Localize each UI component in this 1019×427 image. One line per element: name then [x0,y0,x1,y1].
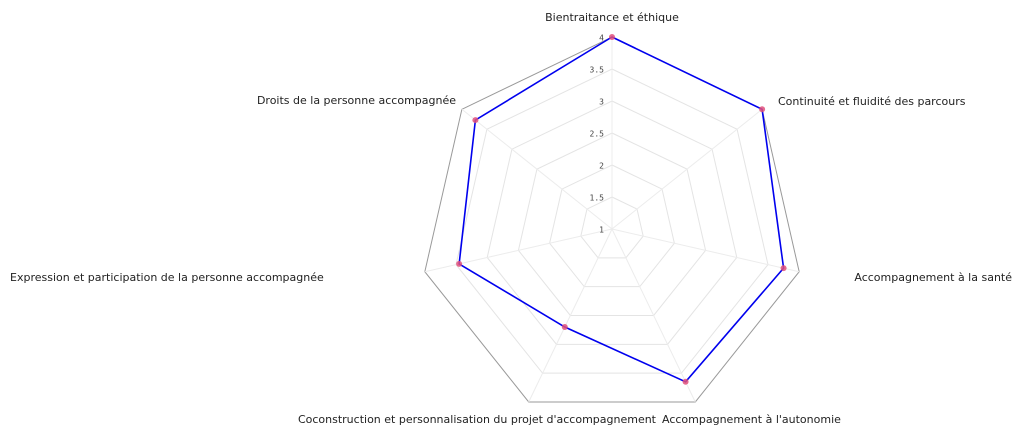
category-label: Coconstruction et personnalisation du pr… [298,413,657,426]
grid-ring [424,36,800,403]
data-point [780,265,787,272]
data-point [682,378,689,385]
spoke [611,108,763,230]
category-label: Accompagnement à l'autonomie [662,413,841,426]
r-tick-label: 1 [599,226,604,235]
spoke [611,228,800,273]
series-line [458,36,785,383]
r-tick-label: 3.5 [590,66,605,75]
r-tick-label: 2 [599,162,604,171]
r-tick-label: 3 [599,98,604,107]
data-point [609,34,615,40]
r-tick-label: 2.5 [590,130,605,139]
r-tick-label: 4 [599,34,604,43]
grid-ring [517,132,707,316]
spoke [461,108,613,230]
category-label: Expression et participation de la person… [10,271,324,284]
grid-ring [486,100,738,345]
spoke [528,228,613,403]
data-point [561,324,568,331]
category-label: Continuité et fluidité des parcours [778,95,966,108]
grid-ring [580,196,644,259]
spoke [611,228,696,403]
category-label: Droits de la personne accompagnée [257,94,456,107]
data-point [472,117,479,124]
grid-ring [455,68,769,374]
spoke [424,228,613,273]
data-point [456,260,463,267]
grid-ring [549,164,675,288]
category-label: Bientraitance et éthique [545,11,679,24]
r-tick-label: 1.5 [590,194,605,203]
data-point [759,106,766,113]
category-label: Accompagnement à la santé [854,271,1012,284]
